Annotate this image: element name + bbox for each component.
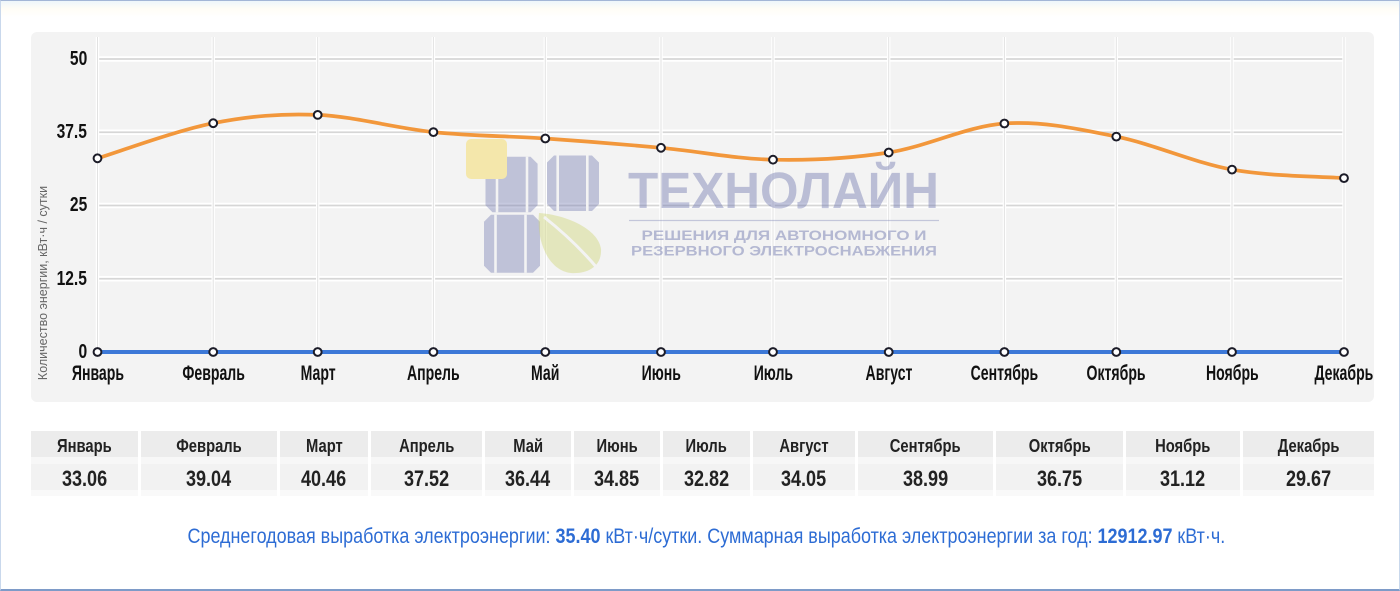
svg-text:РЕЗЕРВНОГО ЭЛЕКТРОСНАБЖЕНИЯ: РЕЗЕРВНОГО ЭЛЕКТРОСНАБЖЕНИЯ [631, 244, 937, 259]
svg-text:РЕШЕНИЯ ДЛЯ АВТОНОМНОГО И: РЕШЕНИЯ ДЛЯ АВТОНОМНОГО И [642, 228, 927, 243]
svg-text:ТЕХНОЛАЙН: ТЕХНОЛАЙН [628, 161, 939, 219]
